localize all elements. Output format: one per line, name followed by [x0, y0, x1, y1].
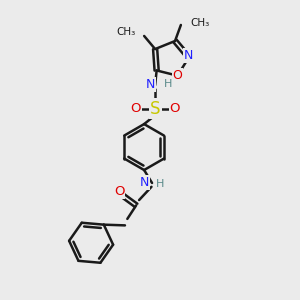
Text: O: O [169, 102, 180, 115]
Text: CH₃: CH₃ [117, 27, 136, 38]
Text: H: H [156, 179, 164, 189]
Text: N: N [140, 176, 149, 190]
Text: N: N [146, 77, 155, 91]
Text: N: N [184, 50, 194, 62]
Text: H: H [164, 79, 172, 89]
Text: O: O [114, 185, 124, 198]
Text: S: S [150, 100, 160, 118]
Text: O: O [172, 69, 182, 82]
Text: CH₃: CH₃ [190, 19, 209, 28]
Text: O: O [130, 102, 141, 115]
